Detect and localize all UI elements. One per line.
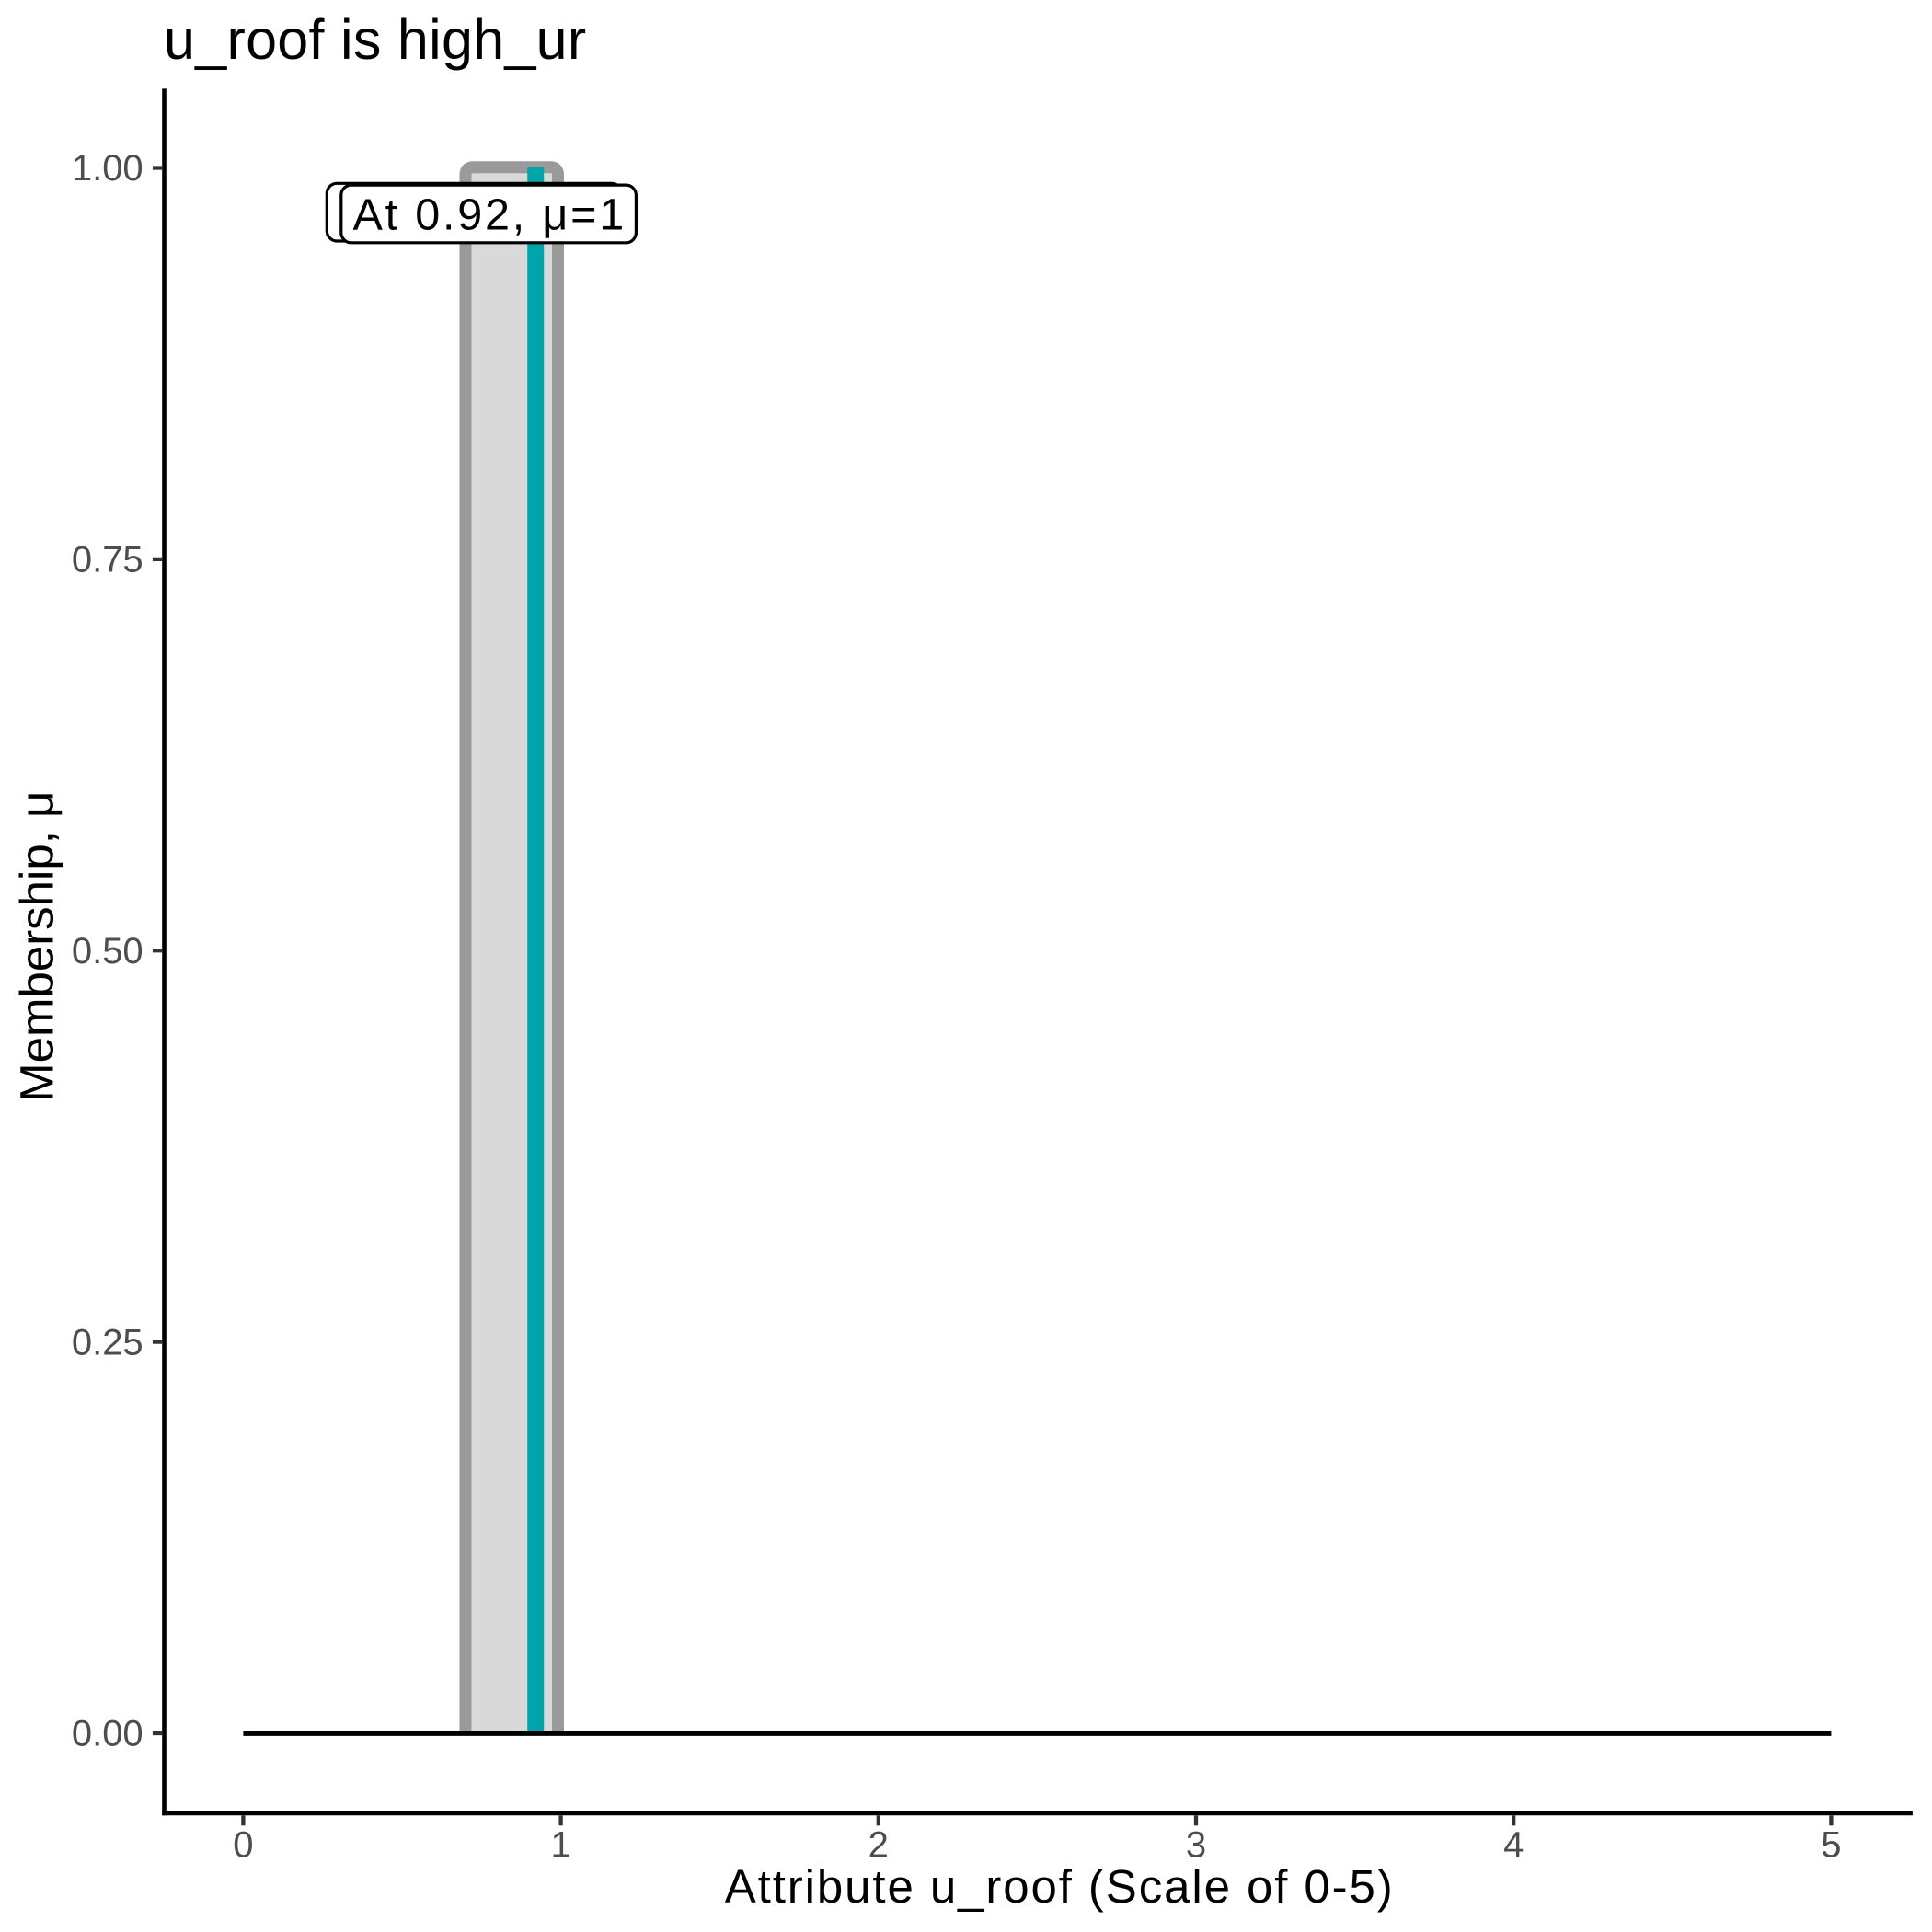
svg-text:Membership, μ: Membership, μ (11, 791, 63, 1102)
svg-text:4: 4 (1503, 1825, 1524, 1866)
svg-text:0: 0 (233, 1825, 253, 1866)
svg-text:Attribute u_roof (Scale of 0-5: Attribute u_roof (Scale of 0-5) (725, 1860, 1395, 1913)
svg-text:3: 3 (1186, 1825, 1206, 1866)
svg-text:2: 2 (868, 1825, 889, 1866)
svg-text:1: 1 (550, 1825, 570, 1866)
svg-text:0.75: 0.75 (72, 540, 144, 581)
svg-text:5: 5 (1821, 1825, 1841, 1866)
svg-text:1.00: 1.00 (72, 148, 144, 189)
svg-text:0.00: 0.00 (72, 1714, 144, 1754)
svg-text:At 0.92, μ=1: At 0.92, μ=1 (353, 190, 627, 240)
svg-text:0.50: 0.50 (72, 931, 144, 972)
svg-text:0.25: 0.25 (72, 1322, 144, 1363)
svg-text:u_roof is high_ur: u_roof is high_ur (164, 8, 587, 71)
